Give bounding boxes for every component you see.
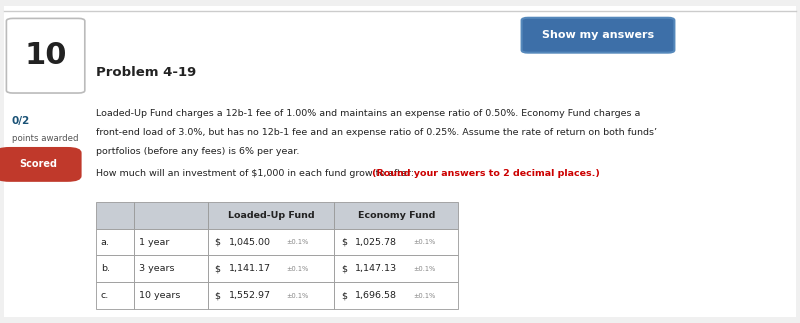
Text: 10 years: 10 years bbox=[139, 291, 181, 300]
Text: a.: a. bbox=[101, 238, 110, 246]
Text: ±0.1%: ±0.1% bbox=[286, 239, 309, 245]
Text: Show my answers: Show my answers bbox=[542, 30, 654, 40]
Text: $: $ bbox=[341, 238, 347, 246]
Text: $: $ bbox=[214, 238, 221, 246]
Text: points awarded: points awarded bbox=[12, 134, 78, 143]
Text: 10: 10 bbox=[24, 41, 67, 70]
Text: ±0.1%: ±0.1% bbox=[413, 266, 435, 272]
Text: Loaded-Up Fund: Loaded-Up Fund bbox=[228, 211, 314, 220]
Text: 1,696.58: 1,696.58 bbox=[355, 291, 398, 300]
Text: 1,552.97: 1,552.97 bbox=[229, 291, 270, 300]
Text: $: $ bbox=[341, 291, 347, 300]
Text: c.: c. bbox=[101, 291, 109, 300]
Text: Problem 4-19: Problem 4-19 bbox=[96, 66, 196, 79]
Text: front-end load of 3.0%, but has no 12b-1 fee and an expense ratio of 0.25%. Assu: front-end load of 3.0%, but has no 12b-1… bbox=[96, 128, 657, 137]
Text: 1 year: 1 year bbox=[139, 238, 170, 246]
Text: portfolios (before any fees) is 6% per year.: portfolios (before any fees) is 6% per y… bbox=[96, 147, 299, 156]
Text: Loaded-Up Fund charges a 12b-1 fee of 1.00% and maintains an expense ratio of 0.: Loaded-Up Fund charges a 12b-1 fee of 1.… bbox=[96, 109, 640, 118]
Text: 1,147.13: 1,147.13 bbox=[355, 265, 398, 273]
Text: Scored: Scored bbox=[19, 160, 58, 169]
Text: ±0.1%: ±0.1% bbox=[413, 293, 435, 299]
Text: $: $ bbox=[341, 265, 347, 273]
Text: 1,045.00: 1,045.00 bbox=[229, 238, 270, 246]
Text: $: $ bbox=[214, 265, 221, 273]
Text: How much will an investment of $1,000 in each fund grow to after:: How much will an investment of $1,000 in… bbox=[96, 169, 417, 178]
Text: 1,025.78: 1,025.78 bbox=[355, 238, 398, 246]
Text: 1,141.17: 1,141.17 bbox=[229, 265, 270, 273]
Text: (Round your answers to 2 decimal places.): (Round your answers to 2 decimal places.… bbox=[372, 169, 600, 178]
Text: b.: b. bbox=[101, 265, 110, 273]
Text: 3 years: 3 years bbox=[139, 265, 174, 273]
Text: ±0.1%: ±0.1% bbox=[413, 239, 435, 245]
Text: ±0.1%: ±0.1% bbox=[286, 266, 309, 272]
Text: ±0.1%: ±0.1% bbox=[286, 293, 309, 299]
Text: Economy Fund: Economy Fund bbox=[358, 211, 435, 220]
Text: $: $ bbox=[214, 291, 221, 300]
Text: 0/2: 0/2 bbox=[12, 116, 30, 126]
